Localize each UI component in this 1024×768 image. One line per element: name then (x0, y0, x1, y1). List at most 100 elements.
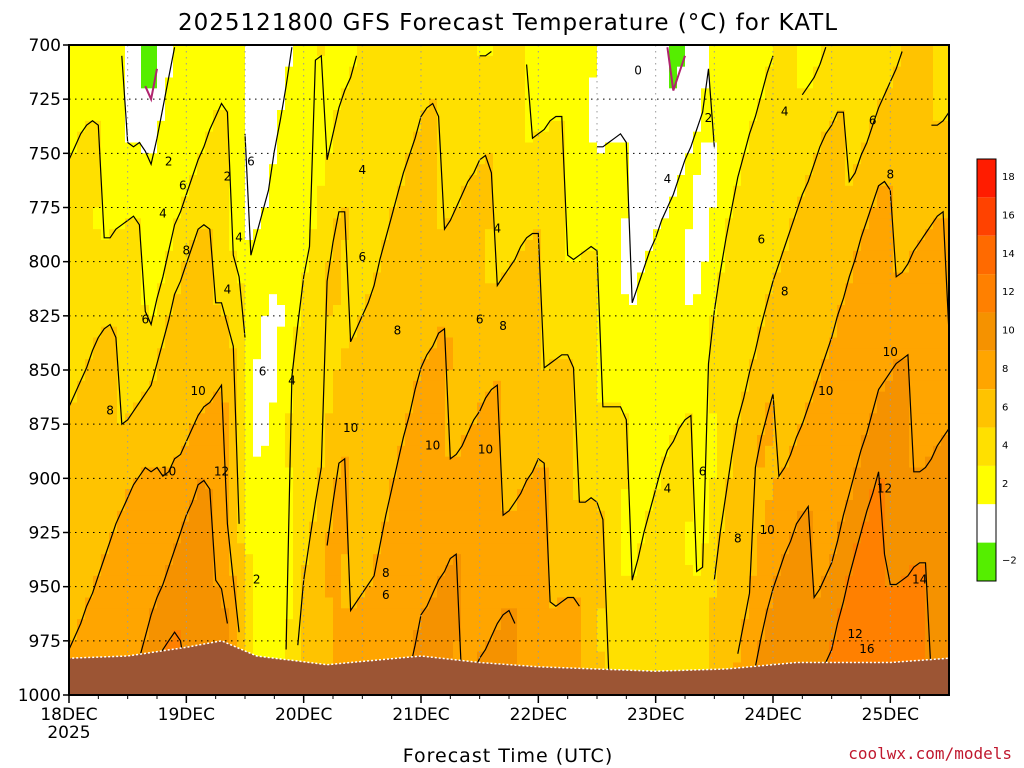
temperature-cell (293, 532, 302, 544)
temperature-cell (677, 435, 686, 447)
temperature-cell (245, 456, 254, 469)
temperature-cell (669, 662, 678, 674)
temperature-cell (181, 185, 190, 198)
temperature-cell (525, 326, 534, 339)
temperature-cell (277, 185, 286, 198)
temperature-cell (709, 55, 718, 68)
temperature-cell (621, 272, 630, 284)
temperature-cell (645, 489, 654, 501)
temperature-cell (669, 391, 678, 404)
temperature-cell (701, 510, 710, 523)
temperature-cell (93, 55, 102, 68)
temperature-cell (533, 185, 542, 198)
temperature-cell (309, 380, 318, 393)
temperature-cell (301, 185, 310, 198)
temperature-cell (501, 110, 510, 122)
temperature-cell (421, 261, 430, 274)
temperature-cell (197, 402, 206, 414)
temperature-cell (197, 315, 206, 328)
temperature-cell (381, 565, 390, 577)
temperature-cell (125, 88, 134, 100)
temperature-cell (413, 305, 422, 317)
temperature-cell (557, 250, 566, 263)
temperature-cell (597, 456, 606, 469)
temperature-cell (493, 45, 502, 57)
temperature-cell (701, 445, 710, 458)
temperature-cell (461, 651, 470, 664)
temperature-cell (573, 153, 582, 165)
temperature-cell (341, 532, 350, 544)
temperature-cell (165, 283, 174, 295)
temperature-cell (653, 424, 662, 436)
temperature-cell (69, 532, 78, 544)
temperature-cell (365, 370, 374, 382)
temperature-cell (237, 402, 246, 414)
temperature-cell (581, 185, 590, 198)
temperature-cell (117, 500, 126, 512)
temperature-cell (117, 586, 126, 599)
temperature-cell (701, 110, 710, 122)
temperature-cell (557, 45, 566, 57)
temperature-cell (189, 99, 198, 111)
temperature-cell (653, 586, 662, 599)
temperature-cell (309, 315, 318, 328)
temperature-cell (509, 640, 518, 653)
temperature-cell (677, 597, 686, 609)
temperature-cell (309, 521, 318, 534)
temperature-cell (229, 272, 238, 284)
temperature-cell (125, 77, 134, 89)
temperature-cell (581, 272, 590, 284)
temperature-cell (165, 348, 174, 360)
temperature-cell (485, 294, 494, 306)
temperature-cell (189, 77, 198, 89)
temperature-cell (77, 175, 86, 187)
temperature-cell (197, 435, 206, 447)
temperature-cell (661, 66, 670, 79)
temperature-cell (181, 445, 190, 458)
temperature-cell (277, 402, 286, 414)
temperature-cell (525, 164, 534, 176)
temperature-cell (173, 66, 182, 79)
temperature-cell (285, 66, 294, 79)
temperature-cell (509, 391, 518, 404)
temperature-cell (517, 88, 526, 100)
temperature-cell (685, 88, 694, 100)
temperature-cell (405, 380, 414, 393)
temperature-cell (189, 565, 198, 577)
temperature-cell (373, 142, 382, 154)
temperature-cell (77, 445, 86, 458)
temperature-cell (69, 77, 78, 89)
temperature-cell (613, 348, 622, 360)
temperature-cell (181, 586, 190, 599)
temperature-cell (669, 619, 678, 631)
temperature-cell (165, 99, 174, 111)
temperature-cell (373, 370, 382, 382)
temperature-cell (477, 315, 486, 328)
temperature-cell (701, 153, 710, 165)
temperature-cell (733, 164, 742, 176)
temperature-cell (637, 229, 646, 241)
temperature-cell (541, 630, 550, 642)
temperature-cell (341, 240, 350, 252)
temperature-cell (333, 424, 342, 436)
temperature-cell (365, 55, 374, 68)
temperature-cell (549, 510, 558, 523)
temperature-cell (397, 391, 406, 404)
temperature-cell (477, 283, 486, 295)
temperature-cell (365, 326, 374, 339)
temperature-cell (637, 305, 646, 317)
temperature-cell (205, 478, 214, 490)
temperature-cell (197, 229, 206, 241)
temperature-cell (725, 380, 734, 393)
temperature-cell (85, 164, 94, 176)
temperature-cell (229, 294, 238, 306)
temperature-cell (493, 608, 502, 620)
temperature-cell (549, 521, 558, 534)
temperature-cell (269, 196, 278, 209)
temperature-cell (325, 467, 334, 479)
temperature-cell (605, 586, 614, 599)
temperature-cell (669, 294, 678, 306)
temperature-cell (437, 283, 446, 295)
temperature-cell (341, 250, 350, 263)
temperature-cell (509, 630, 518, 642)
